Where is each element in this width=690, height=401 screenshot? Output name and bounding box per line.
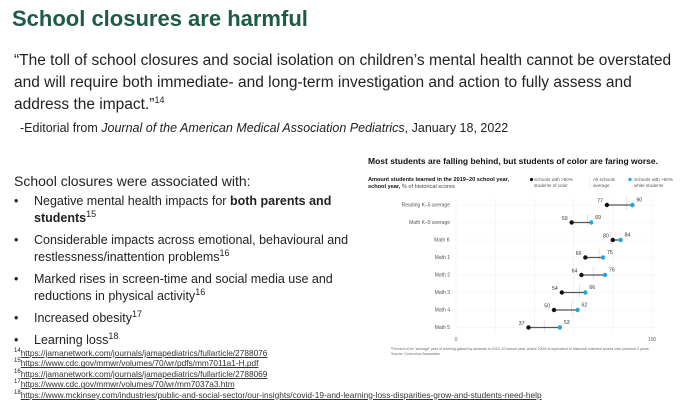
point-white-students [600, 255, 606, 260]
point-white-students [630, 202, 635, 208]
point-white-students [618, 237, 623, 243]
category-label: Math 3 [435, 290, 451, 296]
reference-link[interactable]: https://www.mckinsey.com/industries/publ… [20, 389, 542, 400]
editorial-date: , January 18, 2022 [404, 121, 509, 135]
value-label: 37 [519, 321, 525, 327]
value-label: 50 [544, 304, 550, 310]
category-label: Math 1 [435, 255, 451, 261]
bullet-item: Considerable impacts across emotional, b… [12, 232, 382, 266]
point-white-students [589, 220, 594, 225]
point-students-of-color [610, 237, 615, 243]
value-label: 66 [576, 251, 582, 257]
point-students-of-color [579, 272, 584, 278]
chart-footnote: ¹Percent of an “average” year of learnin… [391, 347, 650, 351]
category-label: Math 5 [435, 325, 451, 331]
value-label: 77 [597, 199, 603, 205]
category-label: Math K [434, 238, 451, 244]
point-students-of-color [526, 325, 531, 330]
bullet-item: Marked rises in screen-time and social m… [12, 271, 382, 305]
reference-number: 17 [14, 379, 21, 386]
point-white-students [583, 290, 588, 295]
point-white-students [602, 272, 608, 278]
reference-number: 16 [14, 369, 21, 376]
editorial-prefix: -Editorial from [20, 121, 102, 135]
category-label: Math K–5 average [409, 220, 450, 226]
bullet-ref: 16 [219, 247, 230, 258]
reference-link[interactable]: https://www.cdc.gov/mmwr/volumes/70/wr/m… [20, 379, 235, 390]
value-label: 54 [552, 286, 558, 292]
bullet-text: Considerable impacts across emotional, b… [34, 233, 349, 264]
value-label: 62 [582, 303, 588, 309]
bullet-item: Learning loss18 [12, 330, 382, 349]
bullet-list: Negative mental health impacts for both … [12, 193, 382, 354]
legend: Schools with >50% students of color All sc… [529, 176, 673, 190]
bullet-item: Negative mental health impacts for both … [12, 193, 382, 227]
reference-number: 15 [14, 358, 21, 365]
reference-item: 14https://jamanetwork.com/journals/jamap… [14, 348, 542, 358]
intro-text: School closures were associated with: [14, 173, 251, 189]
bullet-ref: 18 [108, 330, 119, 341]
bullet-ref: 15 [86, 208, 97, 219]
reference-link[interactable]: https://jamanetwork.com/journals/jamaped… [20, 368, 268, 379]
bullet-item: Increased obesity17 [12, 308, 382, 327]
value-label: 90 [636, 198, 642, 204]
quote: “The toll of school closures and social … [14, 50, 684, 116]
bullet-text: Learning loss [34, 333, 109, 347]
point-white-students [575, 307, 580, 313]
value-label: 76 [609, 268, 615, 274]
point-students-of-color [604, 202, 610, 208]
legend-students-of-color: Schools with >50% students of color [534, 177, 573, 188]
value-label: 53 [564, 320, 570, 326]
point-students-of-color [559, 290, 565, 295]
legend-dot-white-students [628, 177, 632, 182]
quote-text: “The toll of school closures and social … [14, 52, 672, 113]
reference-item: 17https://www.cdc.gov/mmwr/volumes/70/wr… [14, 379, 542, 389]
bullet-bold: both parents and students [34, 194, 332, 225]
reference-number: 14 [14, 348, 21, 355]
legend-average: All schools average [593, 177, 616, 188]
journal-name: Journal of the American Medical Associat… [101, 121, 405, 135]
category-label: Math 2 [435, 273, 451, 279]
x-tick-label: 100 [648, 337, 657, 343]
value-label: 64 [572, 269, 578, 275]
editorial-attribution: -Editorial from Journal of the American … [20, 121, 508, 135]
x-tick-label: 0 [455, 337, 458, 343]
point-students-of-color [583, 255, 588, 260]
legend-dot-students-of-color [529, 177, 534, 182]
chart-subtitle-bold: Amount students learned in the 2019–20 s… [368, 177, 510, 183]
reference-link[interactable]: https://www.cdc.gov/mmwr/volumes/70/wr/p… [20, 358, 259, 369]
reference-item: 16https://jamanetwork.com/journals/jamap… [14, 369, 542, 379]
point-students-of-color [569, 220, 574, 225]
chart-subtitle: school year, % of historical scores [368, 184, 455, 190]
chart-title: Most students are falling behind, but st… [368, 156, 658, 166]
page-title: School closures are harmful [12, 6, 308, 31]
value-label: 80 [603, 234, 609, 240]
bullet-ref: 17 [131, 308, 142, 319]
reference-link[interactable]: https://jamanetwork.com/journals/jamaped… [20, 348, 268, 358]
category-label: Reading K–5 average [402, 203, 451, 209]
references: 14https://jamanetwork.com/journals/jamap… [14, 348, 542, 400]
value-label: 59 [562, 216, 568, 222]
point-students-of-color [551, 307, 557, 313]
bullet-text: Increased obesity [34, 311, 132, 325]
bullet-text: Negative mental health impacts for [34, 194, 230, 208]
point-white-students [557, 325, 563, 330]
chart-source: Source: Curriculum Associates [391, 352, 440, 356]
reference-number: 18 [14, 389, 21, 396]
reference-item: 15https://www.cdc.gov/mmwr/volumes/70/wr… [14, 358, 542, 368]
value-label: 75 [607, 250, 613, 256]
value-label: 84 [625, 233, 631, 239]
quote-ref: 14 [154, 94, 165, 105]
reference-item: 18https://www.mckinsey.com/industries/pu… [14, 390, 542, 400]
value-label: 66 [589, 285, 595, 291]
bullet-text: Marked rises in screen-time and social m… [34, 272, 333, 303]
plot-area: 0 100 Reading K–5 average 77 90 Math K–5 aver… [402, 197, 657, 343]
legend-white-students: Schools with >50% white students [634, 177, 673, 188]
value-label: 69 [595, 215, 601, 221]
bullet-ref: 16 [195, 286, 206, 297]
category-label: Math 4 [435, 308, 451, 314]
